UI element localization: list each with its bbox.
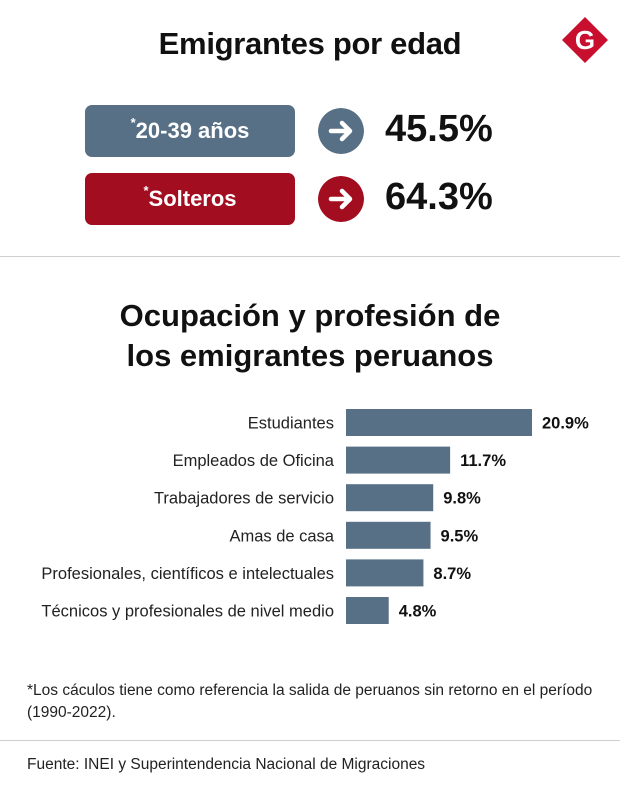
category-label: Profesionales, científicos e intelectual… (41, 565, 334, 583)
stat-label-text: 20-39 años (135, 118, 250, 143)
value-label: 9.5% (441, 527, 479, 545)
age-section-title: Emigrantes por edad (158, 26, 462, 61)
stat-value-age: 45.5% (385, 108, 493, 150)
value-label: 11.7% (460, 452, 506, 470)
stat-marker: * (143, 183, 149, 198)
arrow-right-icon (318, 108, 364, 154)
occupation-bar-chart: Estudiantes 20.9% Empleados de Oficina 11.7… (41, 409, 589, 624)
stat-label-age: *20-39 años (85, 105, 295, 157)
bar (346, 409, 532, 436)
source-text: Fuente: INEI y Superintendencia Nacional… (27, 756, 426, 773)
category-label: Técnicos y profesionales de nivel medio (41, 603, 334, 621)
value-label: 9.8% (443, 490, 481, 508)
stat-label-single: *Solteros (85, 173, 295, 225)
arrow-right-icon (318, 176, 364, 222)
logo-letter: G (575, 25, 595, 55)
bar (346, 446, 451, 474)
section-divider (0, 256, 620, 257)
bar (346, 597, 389, 624)
chart-title-line: Ocupación y profesión de (119, 298, 501, 333)
category-label: Amas de casa (229, 527, 334, 545)
gestion-logo-icon: G (562, 17, 608, 63)
value-label: 20.9% (542, 415, 589, 433)
value-label: 8.7% (433, 565, 471, 583)
footnote: *Los cáculos tiene como referencia la sa… (27, 682, 593, 721)
chart-title-line: los emigrantes peruanos (126, 338, 494, 373)
bar (346, 521, 431, 549)
stat-marker: * (130, 115, 136, 130)
category-label: Estudiantes (248, 415, 334, 433)
category-label: Empleados de Oficina (173, 452, 335, 470)
chart-title: Ocupación y profesión de los emigrantes … (0, 296, 620, 376)
value-label: 4.8% (399, 603, 437, 621)
footer-divider (0, 740, 620, 741)
stat-label-text: Solteros (148, 186, 237, 211)
category-label: Trabajadores de servicio (154, 490, 334, 508)
bar (346, 484, 434, 512)
stat-value-single: 64.3% (385, 176, 493, 218)
bar (346, 559, 424, 587)
